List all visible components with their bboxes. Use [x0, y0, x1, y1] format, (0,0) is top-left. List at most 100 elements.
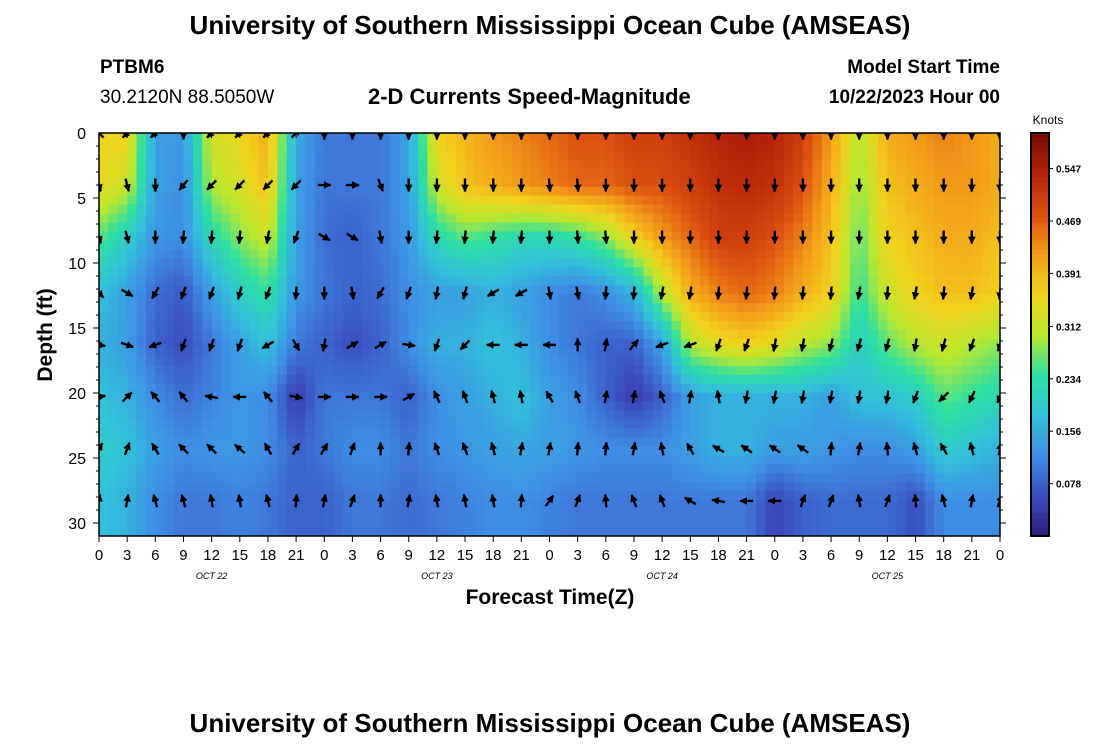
- heatmap-cell: [530, 473, 541, 483]
- heatmap-cell: [521, 159, 532, 170]
- heatmap-cell: [671, 446, 682, 456]
- heatmap-cell: [399, 168, 410, 179]
- heatmap-cell: [540, 141, 551, 152]
- heatmap-cell: [699, 276, 710, 286]
- heatmap-cell: [990, 195, 1000, 206]
- heatmap-cell: [971, 321, 982, 331]
- heatmap-cell: [765, 392, 776, 403]
- current-arrow: [262, 133, 271, 139]
- heatmap-cell: [502, 231, 513, 242]
- heatmap-cell: [305, 491, 316, 501]
- heatmap-cell: [427, 330, 438, 340]
- heatmap-cell: [962, 356, 973, 367]
- heatmap-cell: [652, 527, 663, 536]
- heatmap-cell: [474, 303, 485, 313]
- heatmap-cell: [699, 455, 710, 465]
- heatmap-cell: [108, 392, 119, 403]
- heatmap-cell: [868, 446, 879, 456]
- heatmap-cell: [943, 527, 954, 536]
- heatmap-cell: [221, 365, 231, 376]
- current-arrow: [234, 179, 246, 191]
- heatmap-cell: [896, 401, 907, 412]
- heatmap-cell: [136, 347, 147, 358]
- heatmap-cell: [896, 303, 907, 313]
- heatmap-cell: [389, 338, 400, 349]
- heatmap-cell: [633, 285, 644, 295]
- heatmap-cell: [718, 365, 729, 376]
- heatmap-cell: [267, 240, 278, 251]
- heatmap-cell: [305, 303, 316, 313]
- heatmap-cell: [615, 276, 626, 286]
- heatmap-cell: [906, 446, 917, 456]
- heatmap-cell: [849, 491, 860, 501]
- heatmap-cell: [108, 518, 119, 528]
- heatmap-cell: [549, 249, 560, 259]
- heatmap-cell: [849, 168, 860, 179]
- current-arrow: [911, 441, 920, 456]
- heatmap-cell: [418, 195, 429, 206]
- heatmap-cell: [221, 177, 231, 188]
- heatmap-cell: [352, 419, 363, 430]
- heatmap-cell: [164, 338, 175, 349]
- heatmap-cell: [427, 258, 438, 268]
- heatmap-cell: [577, 222, 588, 233]
- heatmap-cell: [840, 455, 851, 465]
- heatmap-cell: [568, 321, 579, 331]
- heatmap-cell: [333, 491, 344, 501]
- heatmap-cell: [877, 159, 888, 170]
- heatmap-cell: [277, 356, 288, 367]
- heatmap-cell: [343, 410, 354, 421]
- colorbar-segment: [1031, 173, 1049, 179]
- heatmap-cell: [145, 374, 156, 385]
- heatmap-cell: [990, 365, 1000, 376]
- heatmap-cell: [333, 527, 344, 536]
- heatmap-cell: [709, 356, 720, 367]
- heatmap-cell: [305, 374, 316, 385]
- heatmap-cell: [737, 141, 748, 152]
- heatmap-cell: [596, 285, 607, 295]
- heatmap-cell: [211, 473, 222, 483]
- heatmap-cell: [361, 410, 372, 421]
- heatmap-cell: [380, 133, 391, 143]
- heatmap-cell: [699, 258, 710, 268]
- heatmap-cell: [296, 276, 307, 286]
- heatmap-cell: [511, 150, 522, 161]
- heatmap-cell: [145, 347, 156, 358]
- heatmap-cell: [258, 518, 269, 528]
- heatmap-cell: [737, 330, 748, 340]
- heatmap-cell: [258, 410, 269, 421]
- heatmap-cell: [155, 303, 166, 313]
- heatmap-cell: [859, 500, 870, 510]
- heatmap-cell: [305, 222, 316, 233]
- heatmap-cell: [662, 133, 673, 143]
- heatmap-cell: [990, 133, 1000, 143]
- heatmap-cell: [493, 347, 504, 358]
- heatmap-cell: [558, 446, 569, 456]
- heatmap-cell: [859, 222, 870, 233]
- heatmap-cell: [887, 159, 898, 170]
- heatmap-cell: [558, 383, 569, 394]
- heatmap-cell: [183, 401, 194, 412]
- colorbar-segment: [1031, 468, 1049, 474]
- heatmap-cell: [812, 518, 823, 528]
- heatmap-cell: [436, 133, 447, 143]
- heatmap-cell: [652, 150, 663, 161]
- heatmap-cell: [221, 312, 231, 322]
- colorbar-segment: [1031, 450, 1049, 456]
- current-arrow: [404, 441, 413, 456]
- heatmap-cell: [136, 356, 147, 367]
- heatmap-cell: [624, 437, 635, 448]
- heatmap-cell: [718, 240, 729, 251]
- heatmap-cell: [981, 276, 992, 286]
- heatmap-cell: [727, 383, 738, 394]
- heatmap-cell: [108, 330, 119, 340]
- heatmap-cell: [633, 455, 644, 465]
- heatmap-cell: [296, 330, 307, 340]
- heatmap-cell: [446, 312, 457, 322]
- heatmap-cell: [530, 276, 541, 286]
- heatmap-cell: [849, 518, 860, 528]
- heatmap-cell: [183, 312, 194, 322]
- heatmap-cell: [849, 177, 860, 188]
- heatmap-cell: [267, 401, 278, 412]
- heatmap-cell: [258, 267, 269, 277]
